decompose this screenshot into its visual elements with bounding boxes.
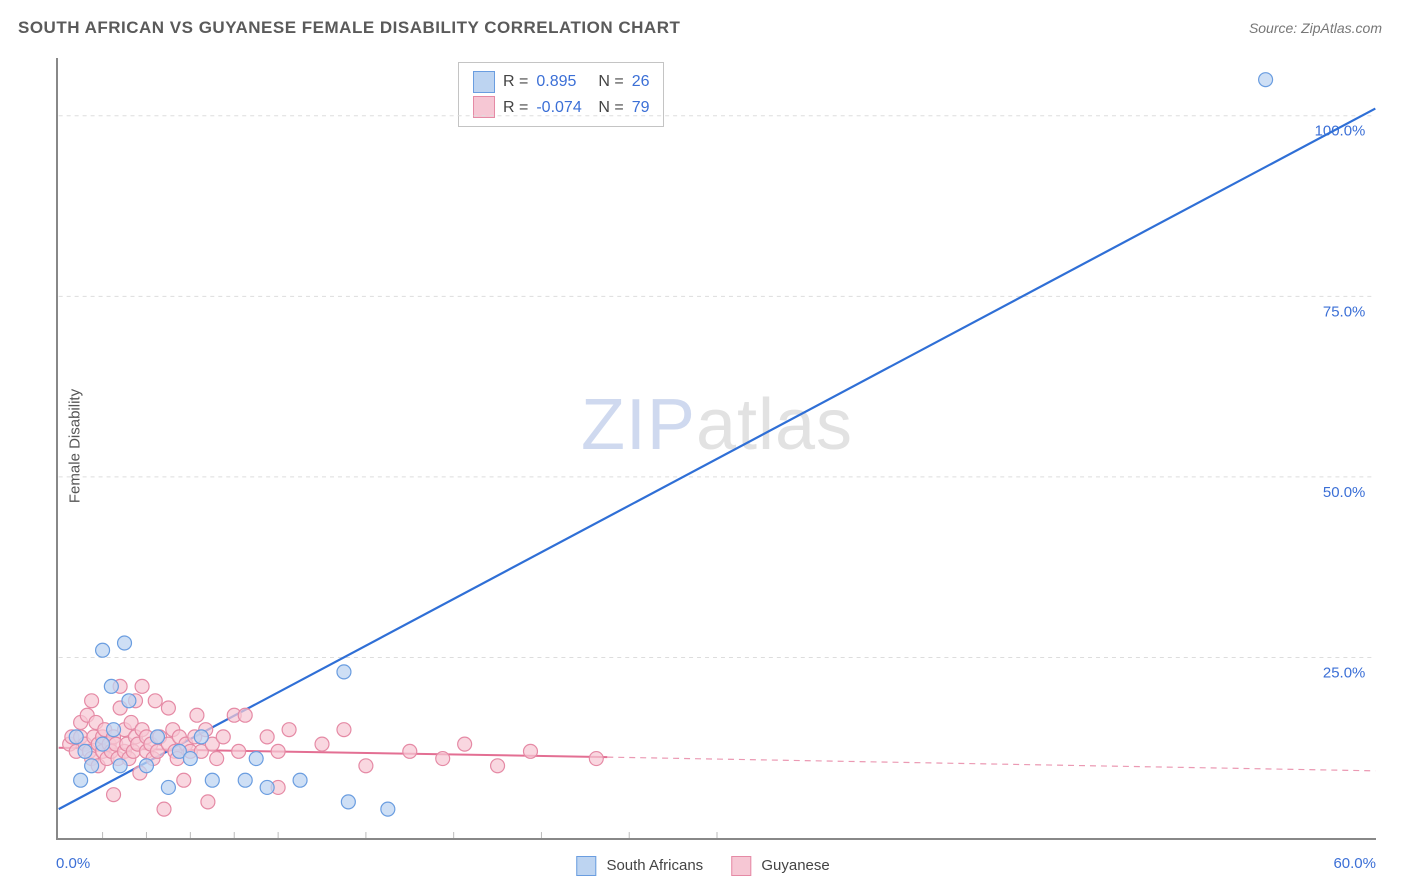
scatter-point-south-african (113, 759, 127, 773)
scatter-point-south-african (260, 780, 274, 794)
scatter-point-guyanese (148, 694, 162, 708)
scatter-point-south-african (341, 795, 355, 809)
scatter-point-guyanese (491, 759, 505, 773)
source-attribution: Source: ZipAtlas.com (1249, 20, 1382, 36)
y-tick-label: 50.0% (1323, 484, 1365, 501)
scatter-point-guyanese (337, 723, 351, 737)
scatter-point-guyanese (216, 730, 230, 744)
scatter-point-guyanese (161, 701, 175, 715)
scatter-point-guyanese (403, 744, 417, 758)
scatter-point-south-african (78, 744, 92, 758)
scatter-point-south-african (238, 773, 252, 787)
scatter-point-guyanese (201, 795, 215, 809)
y-tick-label: 75.0% (1323, 303, 1365, 320)
scatter-point-south-african (161, 780, 175, 794)
scatter-point-guyanese (190, 708, 204, 722)
scatter-point-south-african (74, 773, 88, 787)
scatter-point-guyanese (589, 752, 603, 766)
plot-area: ZIPatlas R = 0.895 N = 26 R = -0.074 N =… (56, 58, 1376, 840)
scatter-point-south-african (139, 759, 153, 773)
scatter-point-south-african (104, 679, 118, 693)
x-axis-max-label: 60.0% (1333, 855, 1376, 872)
scatter-point-south-african (96, 737, 110, 751)
scatter-point-south-african (1259, 73, 1273, 87)
scatter-point-south-african (183, 752, 197, 766)
scatter-point-south-african (96, 643, 110, 657)
scatter-point-guyanese (271, 744, 285, 758)
scatter-point-south-african (194, 730, 208, 744)
scatter-point-south-african (381, 802, 395, 816)
scatter-point-guyanese (523, 744, 537, 758)
scatter-point-south-african (85, 759, 99, 773)
scatter-point-guyanese (315, 737, 329, 751)
scatter-point-south-african (293, 773, 307, 787)
scatter-point-south-african (69, 730, 83, 744)
scatter-point-guyanese (107, 788, 121, 802)
legend-item-series2: Guyanese (731, 856, 830, 876)
scatter-point-guyanese (282, 723, 296, 737)
chart-svg: 25.0%50.0%75.0%100.0% (58, 58, 1376, 838)
legend-label-series2: Guyanese (761, 857, 829, 874)
legend-label-series1: South Africans (606, 857, 703, 874)
scatter-point-guyanese (157, 802, 171, 816)
legend-swatch-pink (731, 856, 751, 876)
scatter-point-guyanese (177, 773, 191, 787)
scatter-point-guyanese (458, 737, 472, 751)
scatter-point-south-african (122, 694, 136, 708)
scatter-point-guyanese (436, 752, 450, 766)
scatter-point-south-african (205, 773, 219, 787)
scatter-point-south-african (107, 723, 121, 737)
scatter-point-guyanese (238, 708, 252, 722)
legend: South Africans Guyanese (576, 856, 829, 876)
scatter-point-south-african (118, 636, 132, 650)
scatter-point-south-african (337, 665, 351, 679)
scatter-point-guyanese (85, 694, 99, 708)
scatter-point-guyanese (210, 752, 224, 766)
scatter-point-guyanese (232, 744, 246, 758)
chart-title: SOUTH AFRICAN VS GUYANESE FEMALE DISABIL… (18, 18, 680, 38)
y-tick-label: 25.0% (1323, 664, 1365, 681)
scatter-point-guyanese (260, 730, 274, 744)
x-axis-min-label: 0.0% (56, 855, 90, 872)
legend-item-series1: South Africans (576, 856, 703, 876)
scatter-point-south-african (150, 730, 164, 744)
scatter-point-guyanese (135, 679, 149, 693)
scatter-point-south-african (249, 752, 263, 766)
legend-swatch-blue (576, 856, 596, 876)
scatter-point-guyanese (359, 759, 373, 773)
